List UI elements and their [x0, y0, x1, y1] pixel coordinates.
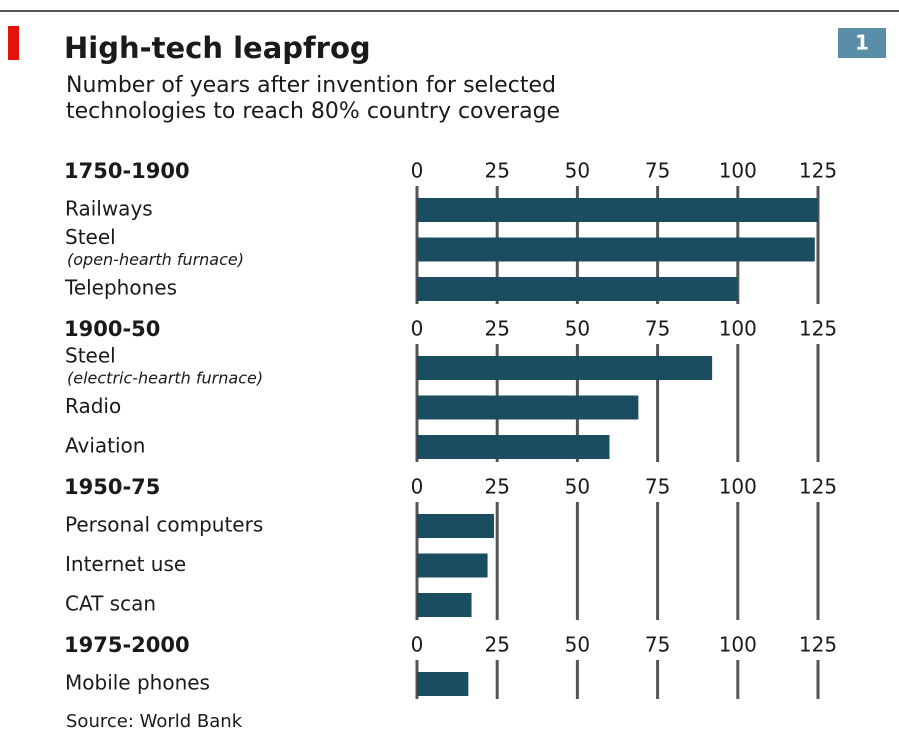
category-label: Railways	[65, 197, 153, 221]
category-label: Internet use	[65, 552, 186, 576]
bar	[417, 435, 610, 459]
category-label: Personal computers	[65, 513, 263, 537]
x-tick-label: 100	[719, 475, 757, 499]
x-tick-label: 125	[799, 475, 837, 499]
x-tick-label: 75	[645, 159, 670, 183]
bar	[417, 553, 488, 578]
x-tick-label: 0	[411, 317, 424, 341]
x-tick-label: 0	[411, 475, 424, 499]
x-tick-label: 25	[484, 159, 509, 183]
x-tick-label: 50	[565, 317, 590, 341]
x-tick-label: 75	[645, 475, 670, 499]
x-tick-label: 75	[645, 633, 670, 657]
category-note: (electric-hearth furnace)	[67, 369, 263, 388]
category-label: Aviation	[65, 434, 145, 458]
bar	[417, 277, 738, 301]
x-tick-label: 125	[799, 633, 837, 657]
x-tick-label: 100	[719, 159, 757, 183]
category-label: CAT scan	[65, 592, 156, 616]
category-label: Mobile phones	[65, 671, 210, 695]
x-tick-label: 25	[484, 475, 509, 499]
x-tick-label: 125	[799, 159, 837, 183]
panel-title: 1900-50	[64, 317, 160, 341]
bar	[417, 514, 494, 538]
bar	[417, 237, 815, 262]
x-tick-label: 75	[645, 317, 670, 341]
panel-title: 1750-1900	[64, 159, 190, 183]
x-tick-label: 25	[484, 317, 509, 341]
bar	[417, 593, 472, 617]
category-label: Telephones	[64, 276, 177, 300]
x-tick-label: 0	[411, 159, 424, 183]
bar	[417, 198, 818, 222]
category-label: Steel	[65, 344, 116, 368]
subtitle: technologies to reach 80% country covera…	[66, 99, 560, 124]
x-tick-label: 100	[719, 633, 757, 657]
category-label: Radio	[65, 394, 121, 418]
badge: 1	[855, 31, 869, 55]
x-tick-label: 50	[565, 159, 590, 183]
category-label: Steel	[65, 225, 116, 249]
x-tick-label: 100	[719, 317, 757, 341]
category-note: (open-hearth furnace)	[67, 250, 244, 269]
x-tick-label: 50	[565, 475, 590, 499]
panel-title: 1975-2000	[64, 633, 190, 657]
subtitle: Number of years after invention for sele…	[66, 73, 556, 98]
x-tick-label: 0	[411, 633, 424, 657]
x-tick-label: 50	[565, 633, 590, 657]
bar	[417, 356, 713, 380]
accent-bar	[8, 26, 19, 60]
chart-title: High-tech leapfrog	[64, 31, 371, 65]
bar	[417, 395, 639, 420]
x-tick-label: 125	[799, 317, 837, 341]
badge-box	[838, 28, 886, 58]
bar	[417, 672, 469, 696]
panel-title: 1950-75	[64, 475, 160, 499]
source: Source: World Bank	[66, 711, 243, 732]
x-tick-label: 25	[484, 633, 509, 657]
